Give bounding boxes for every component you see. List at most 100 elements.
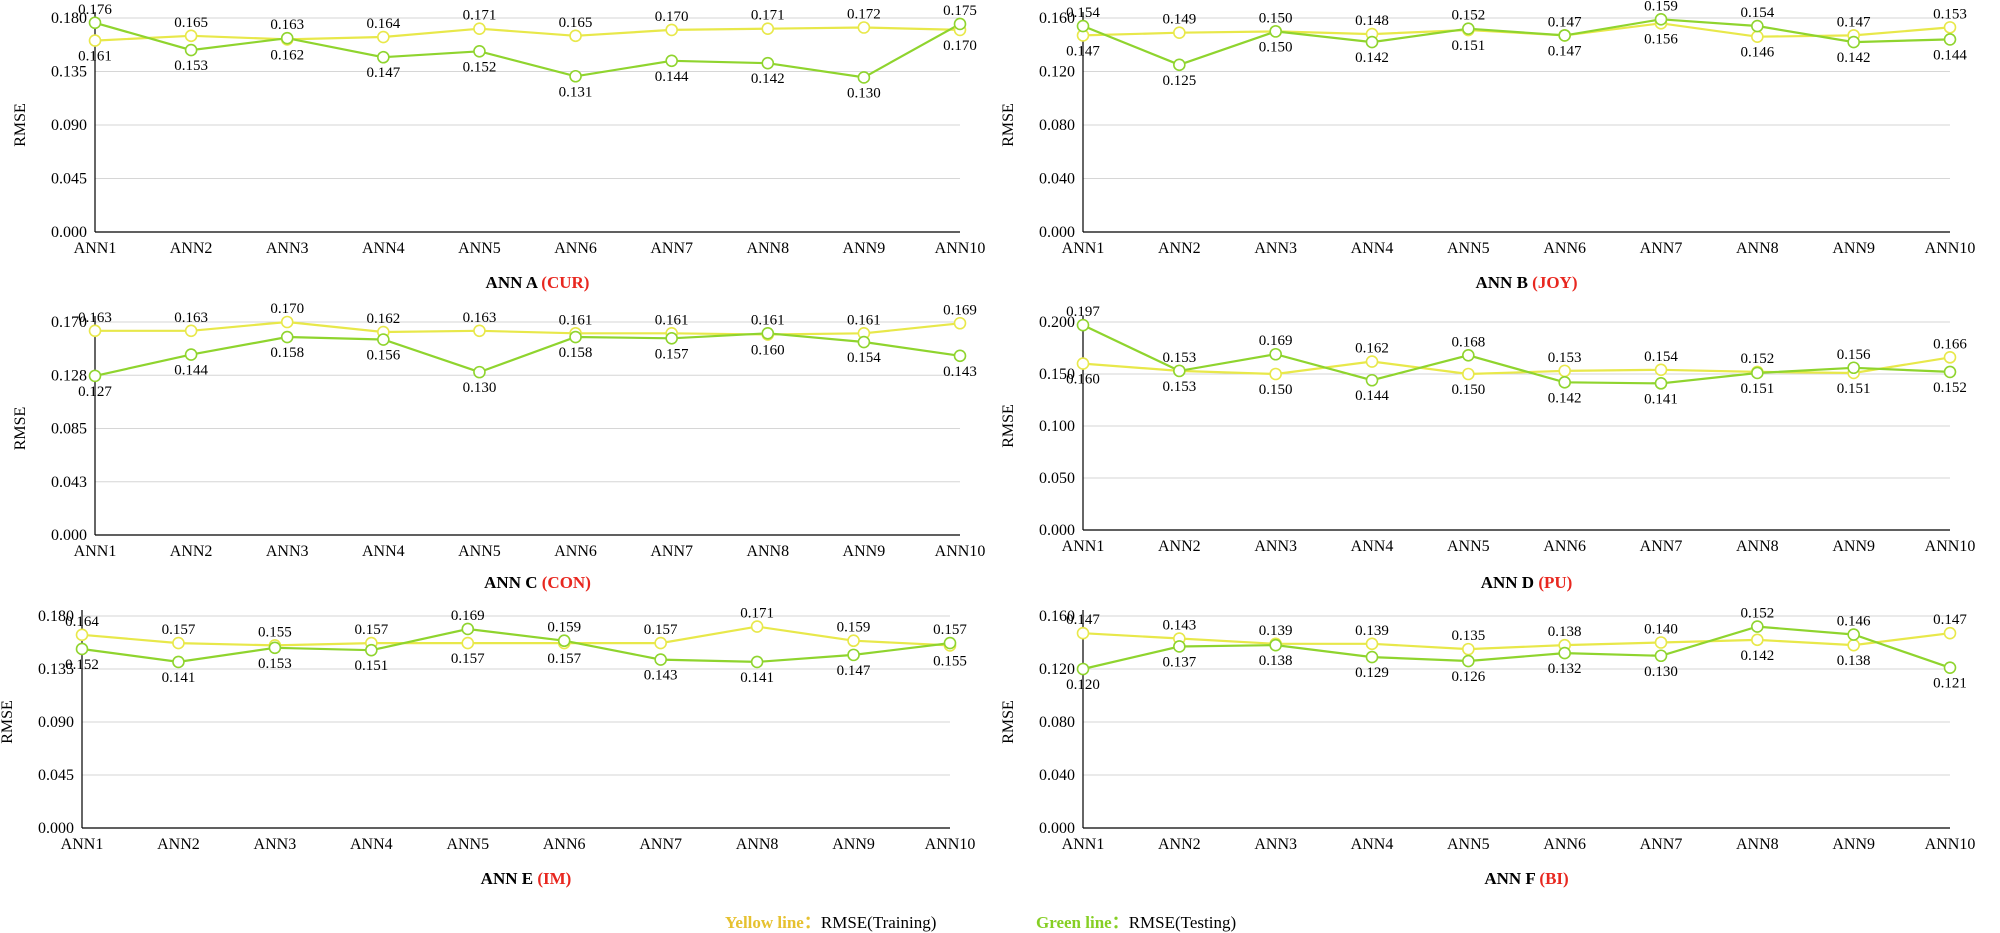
- testing-data-label: 0.141: [1644, 391, 1678, 407]
- y-tick-label: 0.000: [1039, 522, 1075, 539]
- y-tick-label: 0.180: [51, 10, 87, 27]
- x-tick-label: ANN1: [1062, 836, 1105, 853]
- x-tick-label: ANN3: [1254, 240, 1297, 257]
- x-tick-label: ANN1: [1062, 538, 1105, 555]
- testing-data-label: 0.142: [751, 71, 785, 87]
- x-tick-label: ANN5: [446, 836, 489, 853]
- legend-training-key: Yellow line：: [725, 913, 821, 932]
- training-point: [1173, 26, 1186, 40]
- training-data-label: 0.139: [1259, 623, 1293, 639]
- training-point: [1462, 367, 1475, 381]
- chart-title-highlight: (IM): [537, 869, 571, 888]
- y-tick-label: 0.160: [1039, 608, 1075, 625]
- y-tick-label: 0.120: [1039, 64, 1075, 81]
- y-tick-label: 0.100: [1039, 418, 1075, 435]
- legend-training: Yellow line：RMSE(Training): [725, 908, 936, 933]
- chart-title-highlight: (BI): [1539, 869, 1568, 888]
- testing-data-label: 0.197: [1066, 304, 1100, 320]
- y-tick-label: 0.160: [1039, 10, 1075, 27]
- training-data-label: 0.156: [1644, 31, 1678, 47]
- testing-point: [665, 331, 678, 345]
- training-data-label: 0.170: [943, 38, 977, 54]
- training-data-label: 0.163: [463, 310, 497, 326]
- y-axis-label: RMSE: [0, 700, 16, 744]
- x-tick-label: ANN10: [1925, 538, 1976, 555]
- training-data-label: 0.150: [1259, 382, 1293, 398]
- x-tick-label: ANN6: [1543, 836, 1586, 853]
- testing-point: [761, 56, 775, 70]
- training-data-label: 0.170: [270, 301, 304, 317]
- x-tick-label: ANN4: [362, 543, 405, 560]
- chart-title: ANN D (PU): [1481, 573, 1573, 592]
- testing-point: [665, 54, 678, 68]
- x-tick-label: ANN8: [1736, 538, 1779, 555]
- training-line: [81, 625, 951, 647]
- training-data-label: 0.148: [1355, 13, 1389, 29]
- y-axis-label: RMSE: [1000, 103, 1017, 147]
- training-point: [1943, 21, 1957, 34]
- y-tick-label: 0.090: [51, 117, 87, 134]
- x-tick-label: ANN6: [543, 836, 586, 853]
- testing-point: [88, 16, 102, 30]
- testing-data-label: 0.144: [1355, 388, 1389, 404]
- testing-point: [943, 636, 957, 650]
- testing-point: [1558, 29, 1571, 42]
- x-tick-label: ANN1: [1062, 240, 1105, 257]
- testing-point: [569, 69, 582, 83]
- training-data-label: 0.147: [1837, 14, 1871, 30]
- x-tick-label: ANN3: [266, 543, 309, 560]
- testing-data-label: 0.176: [78, 2, 112, 18]
- training-point: [1943, 351, 1957, 364]
- training-data-label: 0.169: [943, 302, 977, 318]
- testing-data-label: 0.168: [1451, 334, 1485, 350]
- training-point: [857, 21, 871, 34]
- x-tick-label: ANN4: [1351, 538, 1394, 555]
- testing-data-label: 0.175: [943, 3, 977, 19]
- training-point: [88, 34, 102, 47]
- training-data-label: 0.170: [655, 9, 689, 25]
- training-point: [1076, 626, 1090, 640]
- y-tick-label: 0.200: [1039, 314, 1075, 331]
- y-tick-label: 0.080: [1039, 714, 1075, 731]
- training-data-label: 0.140: [1644, 622, 1678, 638]
- training-data-label: 0.165: [174, 15, 208, 31]
- x-tick-label: ANN9: [843, 240, 886, 257]
- y-tick-label: 0.080: [1039, 117, 1075, 134]
- testing-point: [377, 50, 390, 64]
- training-point: [1076, 357, 1090, 370]
- chart-title-highlight: (JOY): [1532, 273, 1577, 292]
- testing-point: [847, 648, 860, 662]
- x-tick-label: ANN6: [554, 240, 597, 257]
- training-point: [1943, 626, 1957, 640]
- testing-data-label: 0.151: [354, 658, 388, 674]
- y-tick-label: 0.040: [1039, 767, 1075, 784]
- legend-testing-key: Green line：: [1036, 913, 1129, 932]
- y-tick-label: 0.050: [1039, 470, 1075, 487]
- training-point: [1269, 367, 1282, 381]
- testing-point: [184, 348, 198, 361]
- training-data-label: 0.166: [1933, 336, 1967, 352]
- x-tick-label: ANN6: [554, 543, 597, 560]
- training-data-label: 0.171: [463, 8, 497, 24]
- x-tick-label: ANN2: [1158, 538, 1201, 555]
- training-point: [953, 316, 967, 330]
- testing-point: [1076, 19, 1090, 33]
- testing-point: [473, 44, 486, 58]
- x-tick-label: ANN7: [639, 836, 682, 853]
- testing-point: [172, 655, 185, 669]
- testing-point: [953, 17, 967, 31]
- y-tick-label: 0.180: [38, 608, 74, 625]
- x-tick-label: ANN7: [1640, 836, 1683, 853]
- x-tick-label: ANN8: [1736, 836, 1779, 853]
- training-point: [750, 620, 764, 633]
- testing-data-label: 0.130: [463, 380, 497, 396]
- x-tick-label: ANN1: [74, 543, 117, 560]
- testing-point: [1076, 662, 1090, 676]
- chart-panel-e: 0.000 0.045 0.090 0.135 0.180 ANN1 ANN2 ANN3 ANN…: [0, 606, 975, 888]
- x-tick-label: ANN3: [1254, 538, 1297, 555]
- training-data-label: 0.146: [1740, 45, 1774, 61]
- training-data-label: 0.135: [1451, 628, 1485, 644]
- testing-point: [268, 641, 282, 655]
- training-point: [377, 30, 390, 44]
- x-tick-label: ANN6: [1543, 538, 1586, 555]
